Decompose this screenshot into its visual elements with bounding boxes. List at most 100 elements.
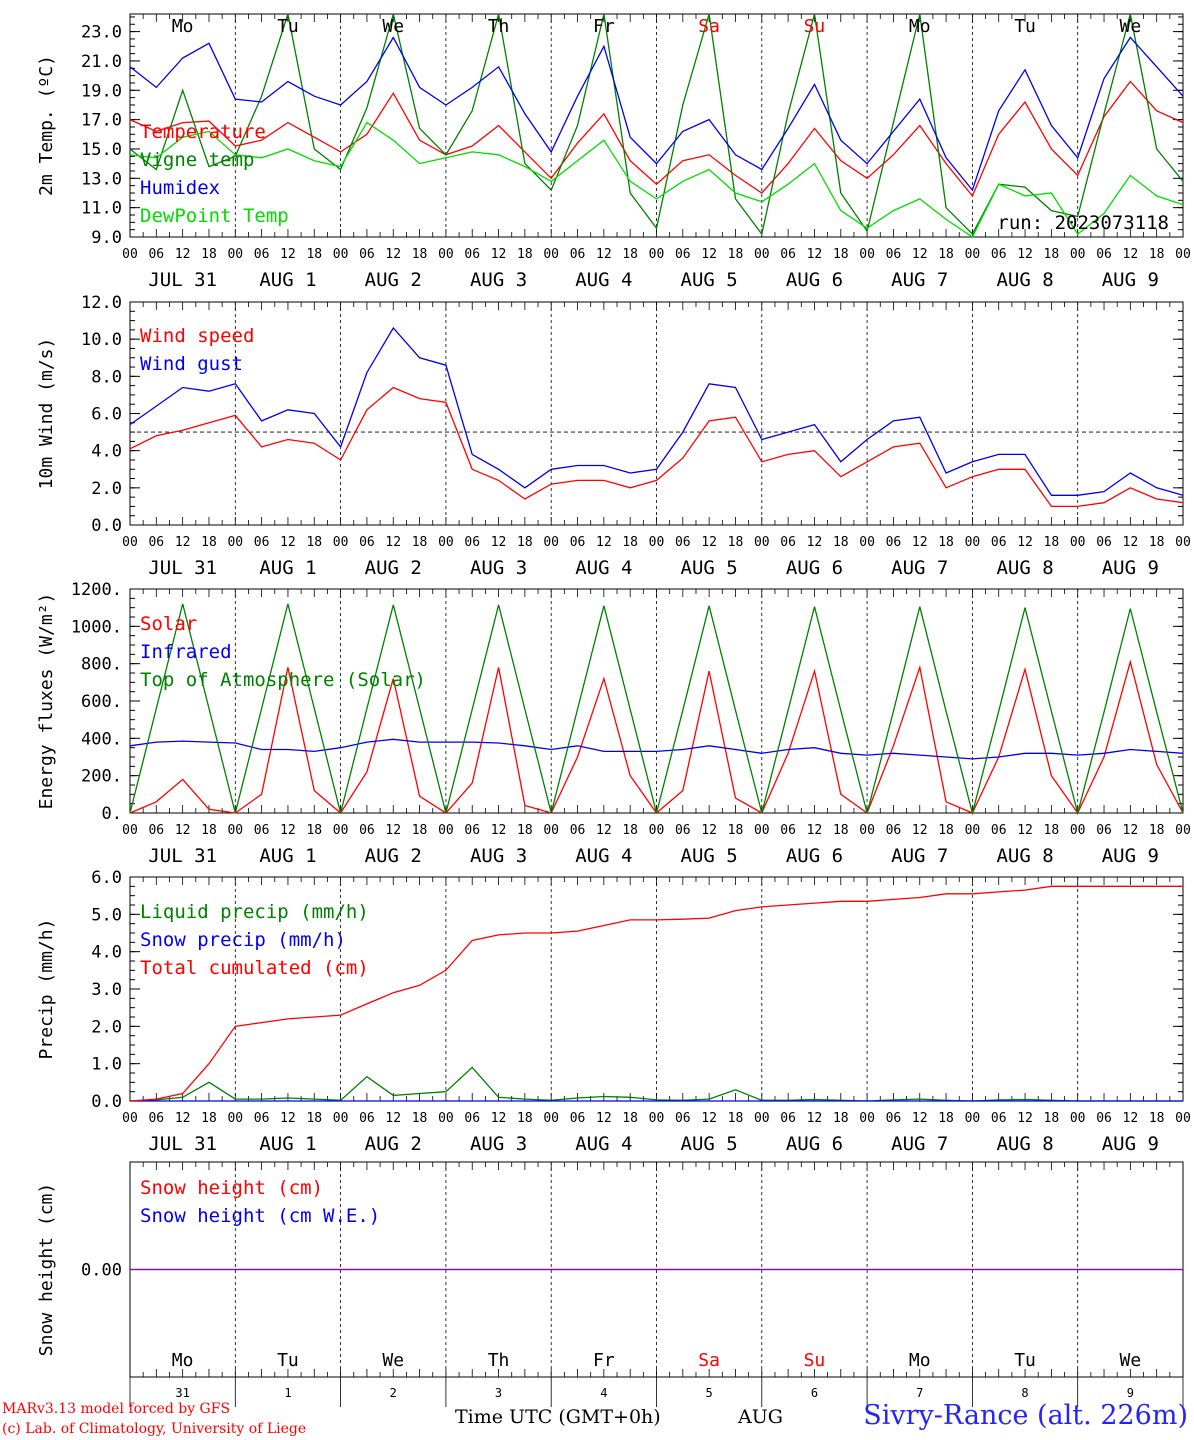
hour-tick-label: 12 [807,1111,823,1126]
hour-tick-label: 06 [1096,1111,1112,1126]
date-label: AUG 4 [575,269,632,291]
hour-tick-label: 06 [464,823,480,838]
hour-tick-label: 12 [1123,247,1139,262]
hour-tick-label: 06 [675,823,691,838]
hour-tick-label: 12 [175,247,191,262]
hour-tick-label: 06 [886,823,902,838]
weekday-label: Sa [698,1350,720,1371]
hour-tick-label: 00 [543,823,559,838]
hour-tick-label: 06 [570,535,586,550]
hour-tick-label: 12 [280,247,296,262]
date-label: AUG 4 [575,557,632,579]
hour-tick-label: 00 [227,1111,243,1126]
date-label: JUL 31 [148,557,217,579]
hour-tick-label: 18 [1149,247,1165,262]
date-label: AUG 8 [996,845,1053,867]
hour-tick-label: 12 [701,535,717,550]
hour-tick-label: 18 [517,247,533,262]
weekday-label: Th [488,1350,510,1371]
hour-tick-label: 18 [306,823,322,838]
hour-tick-label: 12 [175,823,191,838]
date-label: AUG 7 [891,845,948,867]
hour-tick-label: 18 [938,823,954,838]
hour-tick-label: 06 [359,823,375,838]
weekday-label: We [1120,16,1142,37]
day-number: 8 [1021,1386,1028,1400]
date-label: AUG 1 [259,557,316,579]
series-group [129,326,1184,508]
y-tick-label: 13.0 [81,169,122,189]
legend-entry: Total cumulated (cm) [140,957,369,979]
y-tick-label: 4.0 [91,442,122,462]
hour-tick-label: 06 [148,247,164,262]
weekday-label: Mo [172,1350,194,1371]
plot-frame [129,588,1184,814]
legend-entry: DewPoint Temp [140,205,289,227]
hour-tick-label: 06 [464,1111,480,1126]
hour-tick-label: 18 [1149,823,1165,838]
hour-tick-label: 18 [728,1111,744,1126]
weekday-label: Tu [277,16,299,37]
date-label: AUG 3 [470,557,527,579]
series-group [129,13,1184,238]
hour-tick-label: 06 [675,1111,691,1126]
weekday-label: We [1120,1350,1142,1371]
hour-tick-label: 06 [991,823,1007,838]
hour-tick-label: 18 [201,535,217,550]
day-number: 1 [284,1386,291,1400]
hour-tick-label: 12 [701,247,717,262]
hour-tick-label: 18 [833,247,849,262]
weekday-label: Tu [277,1350,299,1371]
hour-tick-label: 18 [833,535,849,550]
hour-tick-label: 00 [754,535,770,550]
hour-tick-label: 00 [965,535,981,550]
weekday-label: Mo [172,16,194,37]
series-group [129,603,1184,816]
hour-tick-label: 00 [1070,535,1086,550]
hour-tick-label: 18 [1044,247,1060,262]
date-label: AUG 3 [470,269,527,291]
hour-tick-label: 12 [1017,247,1033,262]
hour-tick-label: 00 [649,1111,665,1126]
hour-tick-label: 18 [201,823,217,838]
y-tick-label: 3.0 [91,980,122,1000]
hour-tick-label: 06 [675,535,691,550]
y-tick-label: 600. [81,692,122,712]
hour-tick-label: 00 [227,247,243,262]
hour-tick-label: 12 [280,535,296,550]
hour-tick-label: 12 [1123,823,1139,838]
y-tick-label: 6.0 [91,868,122,888]
y-tick-label: 1200. [71,580,122,600]
hour-tick-label: 06 [254,247,270,262]
legend-entry: Snow height (cm) [140,1177,323,1199]
hour-tick-label: 18 [938,535,954,550]
hour-tick-label: 12 [807,247,823,262]
day-number: 6 [811,1386,818,1400]
hour-tick-label: 00 [859,247,875,262]
legend-entry: Vigne temp [140,149,254,171]
hour-tick-label: 00 [227,535,243,550]
date-label: AUG 5 [681,269,738,291]
hour-tick-label: 12 [385,1111,401,1126]
date-label: AUG 8 [996,557,1053,579]
hour-tick-label: 18 [622,823,638,838]
hour-tick-label: 00 [438,1111,454,1126]
hour-tick-label: 12 [701,1111,717,1126]
credit-model: MARv3.13 model forced by GFS [2,1401,231,1417]
plot-frame [129,301,1184,526]
hour-tick-label: 00 [1175,535,1191,550]
weekday-label: Tu [1014,1350,1036,1371]
date-label: AUG 1 [259,845,316,867]
series-line [129,121,1184,238]
hour-tick-label: 00 [438,535,454,550]
hour-tick-label: 06 [886,1111,902,1126]
y-tick-label: 15.0 [81,140,122,160]
date-label: AUG 8 [996,1133,1053,1155]
hour-tick-label: 06 [886,535,902,550]
hour-tick-label: 00 [965,1111,981,1126]
hour-tick-label: 00 [122,823,138,838]
hour-tick-label: 06 [991,1111,1007,1126]
hour-tick-label: 12 [912,1111,928,1126]
y-tick-label: 1000. [71,617,122,637]
weekday-label: Tu [1014,16,1036,37]
